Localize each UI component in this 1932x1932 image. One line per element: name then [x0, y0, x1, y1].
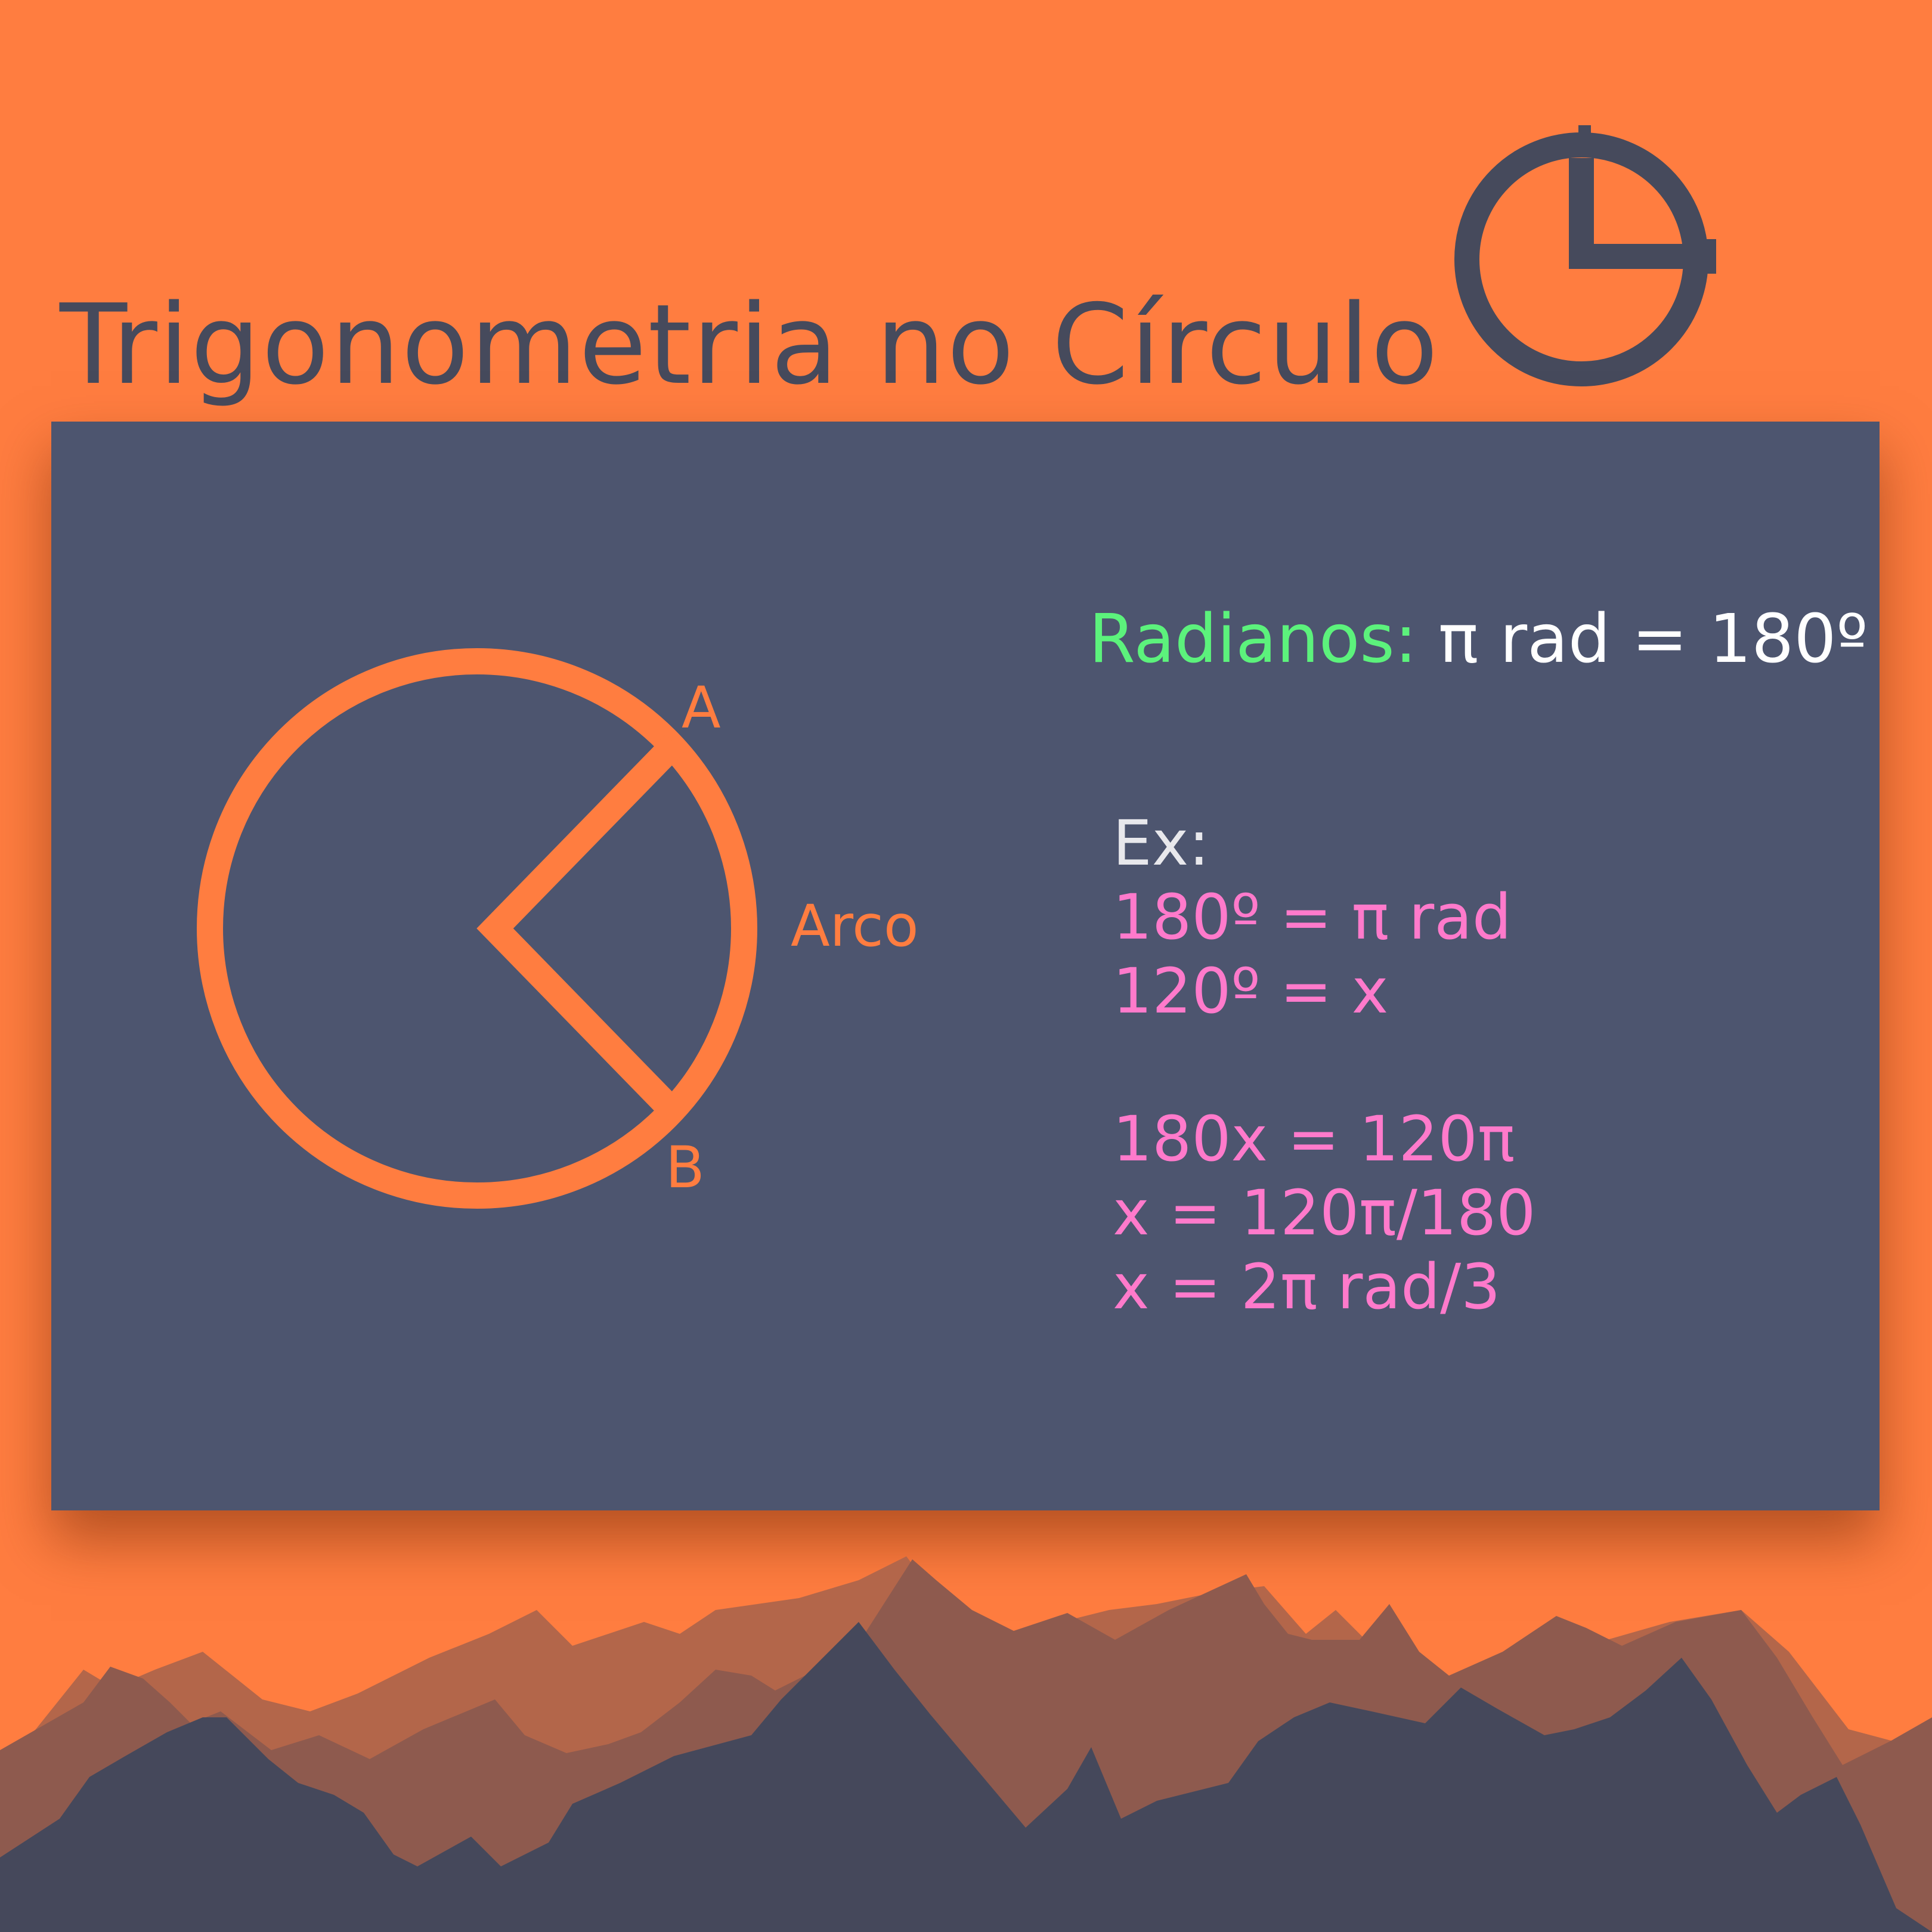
arc-label: Arco [791, 893, 919, 959]
mountains-front [0, 1622, 1932, 1932]
angle-radii [476, 734, 685, 1123]
point-b-label: B [665, 1134, 705, 1201]
example-heading: Ex: [1113, 807, 1210, 880]
example-line: 120º = x [1113, 955, 1389, 1027]
example-block: Ex: 180º = π rad 120º = x 180x = 120π x … [1113, 806, 1535, 1324]
point-a-label: A [682, 674, 721, 741]
example-line: 180º = π rad [1113, 881, 1512, 953]
mountain-silhouette [0, 1556, 1932, 1932]
content-panel: A B Arco Radianos: π rad = 180º Ex: 180º… [51, 422, 1880, 1510]
example-line: 180x = 120π [1113, 1103, 1515, 1175]
clock-quarter-icon [1454, 125, 1716, 386]
radianos-label: Radianos: [1089, 600, 1417, 678]
unit-circle [197, 648, 757, 1209]
example-line: x = 2π rad/3 [1113, 1250, 1501, 1323]
page-title: Trigonometria no Círculo [60, 280, 1439, 409]
radianos-formula: Radianos: π rad = 180º [1089, 600, 1868, 678]
radianos-value: π rad = 180º [1417, 600, 1868, 678]
circle-arc-diagram [197, 648, 757, 1209]
example-line: x = 120π/180 [1113, 1176, 1536, 1249]
